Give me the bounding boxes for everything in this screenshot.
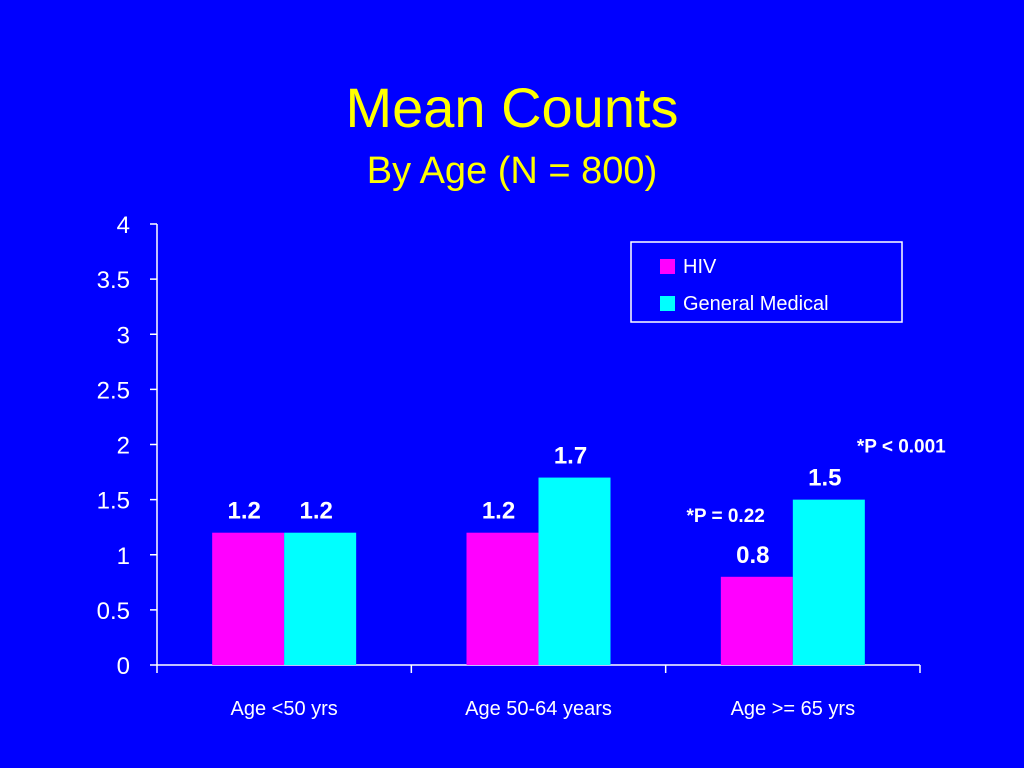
legend-box [630,241,903,323]
data-label: 1.7 [554,443,587,470]
data-label: 1.5 [808,465,841,492]
data-label: 1.2 [482,498,515,525]
bar-general-medical [284,532,357,665]
y-tick-label: 3.5 [97,267,130,294]
data-label: 1.2 [227,498,260,525]
bar-hiv [720,576,793,665]
legend-swatch [660,296,675,311]
x-category-label: Age 50-64 years [465,698,612,720]
p-value-annotation: *P < 0.001 [857,437,946,458]
bar-hiv [212,532,285,665]
chart-title: Mean Counts [345,76,679,139]
y-tick-label: 1 [117,543,130,570]
bar-general-medical [538,477,611,665]
data-label: 1.2 [299,498,332,525]
y-tick-label: 4 [117,212,130,239]
x-category-label: Age <50 yrs [231,698,338,720]
y-tick-label: 0 [117,653,130,680]
y-tick-label: 0.5 [97,598,130,625]
chart-subtitle: By Age (N = 800) [366,150,658,192]
y-tick-label: 2.5 [97,377,130,404]
y-tick-label: 1.5 [97,488,130,515]
legend-label: General Medical [683,293,829,315]
bar-general-medical [792,499,865,665]
legend-swatch [660,259,675,274]
data-label: 0.8 [736,542,769,569]
bar-hiv [466,532,539,665]
p-value-annotation: *P = 0.22 [686,506,764,527]
x-category-label: Age >= 65 yrs [731,698,856,720]
y-tick-label: 3 [117,322,130,349]
legend-label: HIV [683,256,717,278]
y-tick-label: 2 [117,433,130,460]
